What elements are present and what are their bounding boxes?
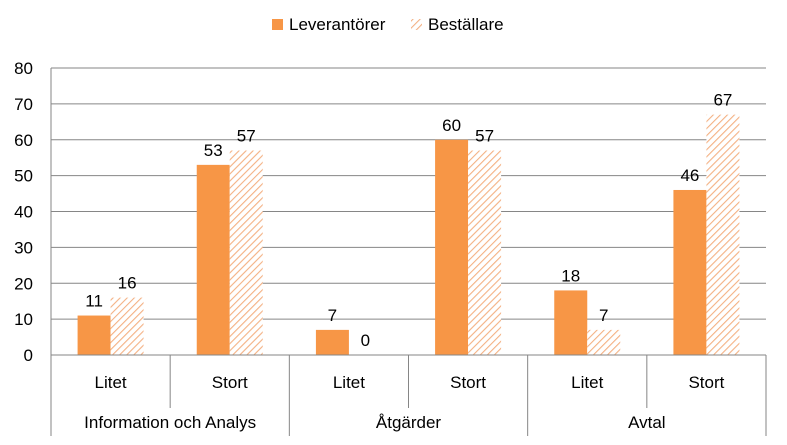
y-tick-label: 60 — [14, 131, 33, 150]
bar-leverantorer — [77, 315, 111, 355]
gridlines — [51, 67, 766, 320]
group-label: Avtal — [628, 413, 666, 432]
bar-bestallare — [468, 150, 502, 355]
bar-bestallare — [110, 297, 144, 355]
bar-leverantorer — [435, 139, 469, 355]
y-tick-label: 10 — [14, 310, 33, 329]
group-label: Information och Analys — [84, 413, 256, 432]
x-tick-label: Stort — [212, 373, 248, 392]
data-label: 60 — [442, 116, 461, 135]
bar-bestallare — [229, 150, 263, 355]
x-tick-label: Litet — [333, 373, 365, 392]
data-label: 46 — [680, 166, 699, 185]
data-label: 53 — [204, 141, 223, 160]
data-label: 16 — [118, 274, 137, 293]
x-tick-label: Litet — [95, 373, 127, 392]
data-label: 7 — [328, 306, 337, 325]
y-tick-label: 30 — [14, 238, 33, 257]
y-tick-label: 50 — [14, 167, 33, 186]
data-label: 7 — [599, 306, 608, 325]
y-tick-label: 20 — [14, 274, 33, 293]
bars — [77, 114, 740, 355]
bar-bestallare — [587, 329, 621, 355]
bar-leverantorer — [315, 329, 349, 355]
y-tick-label: 80 — [14, 59, 33, 78]
data-label: 0 — [361, 331, 370, 350]
x-tick-label: Stort — [450, 373, 486, 392]
data-label: 57 — [237, 127, 256, 146]
data-labels: 11 53 7 60 18 46 16 57 0 57 7 67 — [85, 91, 732, 350]
group-label: Åtgärder — [376, 413, 442, 432]
y-tick-label: 70 — [14, 95, 33, 114]
x-tick-label: Stort — [688, 373, 724, 392]
legend-swatch — [411, 19, 422, 30]
bar-leverantorer — [196, 164, 230, 355]
bar-leverantorer — [554, 290, 588, 355]
legend: Leverantörer Beställare — [272, 15, 504, 34]
data-label: 57 — [475, 127, 494, 146]
legend-swatch — [272, 19, 283, 30]
legend-label: Leverantörer — [289, 15, 386, 34]
data-label: 18 — [561, 266, 580, 285]
bar-leverantorer — [673, 189, 707, 355]
y-tick-label: 40 — [14, 203, 33, 222]
legend-label: Beställare — [428, 15, 504, 34]
data-label: 11 — [85, 292, 103, 311]
x-tick-label: Litet — [571, 373, 603, 392]
y-tick-label: 0 — [24, 346, 33, 365]
data-label: 67 — [713, 91, 732, 110]
bar-bestallare — [706, 114, 740, 355]
